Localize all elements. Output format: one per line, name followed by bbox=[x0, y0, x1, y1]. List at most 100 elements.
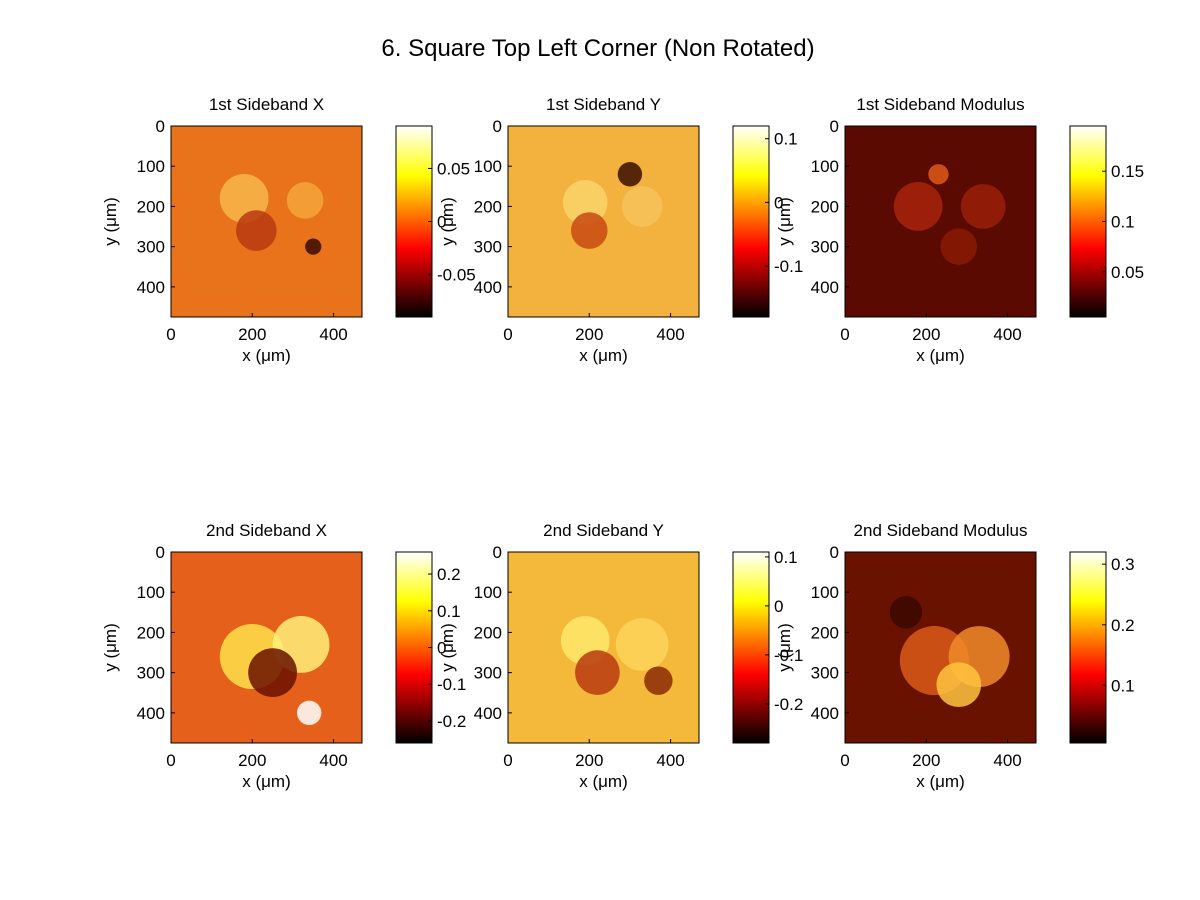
colorbar-tick-label: 0.3 bbox=[1111, 555, 1135, 574]
heatmap-feature bbox=[296, 700, 322, 726]
y-tick-label: 100 bbox=[137, 157, 165, 176]
colorbar-tick-label: 0 bbox=[774, 193, 783, 212]
axes-frame bbox=[507, 551, 700, 744]
x-tick-label: 200 bbox=[238, 325, 266, 344]
axes-frame bbox=[170, 125, 363, 318]
x-axis-label: x (μm) bbox=[916, 772, 965, 791]
heatmap-feature bbox=[644, 666, 673, 695]
axes-frame bbox=[170, 551, 363, 744]
x-tick-label: 400 bbox=[319, 751, 347, 770]
heatmap-feature bbox=[928, 164, 949, 185]
y-tick-label: 400 bbox=[474, 704, 502, 723]
y-axis-label: y (μm) bbox=[438, 197, 457, 246]
y-tick-label: 300 bbox=[811, 664, 839, 683]
y-tick-label: 400 bbox=[474, 278, 502, 297]
colorbar-tick-label: -0.2 bbox=[437, 712, 466, 731]
y-tick-label: 400 bbox=[137, 704, 165, 723]
heatmap-feature bbox=[562, 180, 608, 225]
colorbar bbox=[732, 551, 770, 744]
colorbar bbox=[1069, 125, 1107, 318]
colorbar-tick-label: 0 bbox=[437, 213, 446, 232]
colorbar-tick-label: 0.15 bbox=[1111, 162, 1144, 181]
y-axis-label: y (μm) bbox=[775, 197, 794, 246]
x-tick-label: 400 bbox=[656, 325, 684, 344]
x-tick-label: 0 bbox=[503, 325, 512, 344]
subplot-title: 2nd Sideband X bbox=[206, 521, 327, 540]
heatmap-feature bbox=[615, 618, 669, 671]
heatmap-feature bbox=[236, 210, 277, 251]
y-tick-label: 100 bbox=[474, 157, 502, 176]
colorbar-tick-label: 0.2 bbox=[1111, 616, 1135, 635]
y-tick-label: 100 bbox=[811, 157, 839, 176]
y-tick-label: 0 bbox=[493, 117, 502, 136]
y-tick-label: 100 bbox=[811, 583, 839, 602]
heatmap-feature bbox=[940, 228, 978, 265]
x-tick-label: 200 bbox=[575, 751, 603, 770]
heatmap-feature bbox=[621, 186, 663, 227]
x-axis-label: x (μm) bbox=[242, 772, 291, 791]
figure-title: 6. Square Top Left Corner (Non Rotated) bbox=[381, 35, 814, 62]
colorbar-tick-label: 0 bbox=[437, 639, 446, 658]
x-tick-label: 0 bbox=[840, 325, 849, 344]
x-tick-label: 0 bbox=[503, 751, 512, 770]
heatmap-feature bbox=[893, 182, 943, 231]
y-tick-label: 0 bbox=[156, 543, 165, 562]
x-axis-label: x (μm) bbox=[242, 346, 291, 365]
heatmap-feature bbox=[305, 238, 322, 255]
heatmap-image bbox=[845, 126, 1036, 317]
colorbar-tick-label: -0.2 bbox=[774, 695, 803, 714]
x-axis-label: x (μm) bbox=[579, 772, 628, 791]
x-axis-label: x (μm) bbox=[579, 346, 628, 365]
axes-frame bbox=[844, 551, 1037, 744]
subplot-title: 1st Sideband Modulus bbox=[856, 95, 1024, 114]
heatmap-feature bbox=[960, 184, 1006, 229]
colorbar-tick-label: -0.1 bbox=[774, 646, 803, 665]
y-tick-label: 400 bbox=[811, 278, 839, 297]
y-tick-label: 200 bbox=[474, 197, 502, 216]
x-tick-label: 400 bbox=[993, 751, 1021, 770]
y-tick-label: 0 bbox=[156, 117, 165, 136]
colorbar-tick-label: 0.2 bbox=[437, 565, 461, 584]
colorbar bbox=[395, 125, 433, 318]
heatmap-feature bbox=[575, 650, 620, 695]
heatmap-feature bbox=[936, 662, 982, 708]
x-tick-label: 400 bbox=[656, 751, 684, 770]
y-tick-label: 300 bbox=[474, 238, 502, 257]
heatmap-feature bbox=[617, 162, 643, 187]
y-tick-label: 100 bbox=[474, 583, 502, 602]
heatmap-feature bbox=[570, 212, 608, 249]
x-axis-label: x (μm) bbox=[916, 346, 965, 365]
subplot-title: 2nd Sideband Modulus bbox=[854, 521, 1028, 540]
colorbar-tick-label: 0.1 bbox=[437, 602, 461, 621]
x-tick-label: 200 bbox=[912, 325, 940, 344]
x-tick-label: 0 bbox=[840, 751, 849, 770]
y-tick-label: 200 bbox=[474, 623, 502, 642]
x-tick-label: 400 bbox=[319, 325, 347, 344]
x-tick-label: 0 bbox=[166, 751, 175, 770]
colorbar-tick-label: -0.1 bbox=[774, 257, 803, 276]
x-tick-label: 0 bbox=[166, 325, 175, 344]
y-tick-label: 200 bbox=[137, 623, 165, 642]
x-tick-label: 400 bbox=[993, 325, 1021, 344]
colorbar bbox=[1069, 551, 1107, 744]
heatmap-feature bbox=[248, 648, 297, 698]
y-tick-label: 300 bbox=[137, 238, 165, 257]
colorbar bbox=[732, 125, 770, 318]
y-tick-label: 400 bbox=[137, 278, 165, 297]
y-axis-label: y (μm) bbox=[101, 623, 120, 672]
y-tick-label: 300 bbox=[811, 238, 839, 257]
x-tick-label: 200 bbox=[912, 751, 940, 770]
colorbar-tick-label: -0.1 bbox=[437, 675, 466, 694]
heatmap-feature bbox=[889, 596, 923, 629]
y-tick-label: 300 bbox=[474, 664, 502, 683]
colorbar-tick-label: 0.1 bbox=[774, 548, 798, 567]
y-tick-label: 0 bbox=[830, 117, 839, 136]
y-tick-label: 200 bbox=[811, 623, 839, 642]
colorbar-tick-label: -0.05 bbox=[437, 266, 476, 285]
axes-frame bbox=[507, 125, 700, 318]
x-tick-label: 200 bbox=[238, 751, 266, 770]
subplot-title: 1st Sideband X bbox=[209, 95, 324, 114]
y-tick-label: 300 bbox=[137, 664, 165, 683]
y-tick-label: 200 bbox=[137, 197, 165, 216]
